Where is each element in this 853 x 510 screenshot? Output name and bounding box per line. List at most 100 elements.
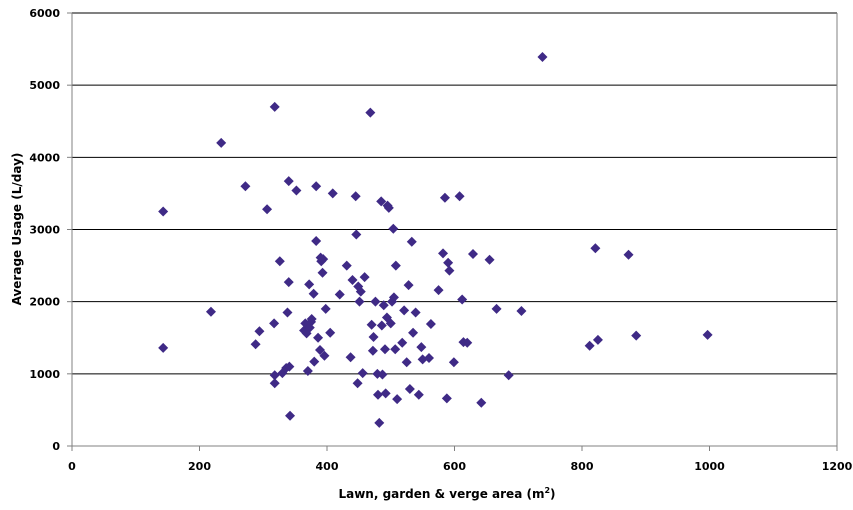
data-point-71: [383, 202, 394, 213]
data-point-24: [302, 365, 313, 376]
x-tick-labels: 0 200 400 600 800 1000 1200: [68, 446, 853, 473]
data-point-62: [374, 417, 385, 428]
data-point-28: [306, 313, 317, 324]
data-point-37: [317, 267, 328, 278]
y-tick-label-0: 0: [52, 440, 60, 453]
data-point-83: [404, 383, 415, 394]
data-point-1: [158, 342, 169, 353]
data-point-39: [319, 350, 330, 361]
x-tick-label-3: 600: [443, 460, 466, 473]
x-tick-label-4: 800: [571, 460, 594, 473]
data-point-79: [397, 337, 408, 348]
data-point-115: [702, 329, 713, 340]
data-point-64: [376, 320, 387, 331]
data-point-75: [388, 292, 399, 303]
x-tick-label-5: 1000: [694, 460, 725, 473]
data-points: [158, 52, 713, 428]
data-point-8: [269, 318, 280, 329]
data-point-15: [282, 307, 293, 318]
data-point-0: [158, 206, 169, 217]
data-point-20: [291, 185, 302, 196]
data-point-9: [269, 101, 280, 112]
data-point-94: [439, 192, 450, 203]
data-point-17: [283, 277, 294, 288]
data-point-95: [441, 393, 452, 404]
data-point-25: [304, 279, 315, 290]
data-point-2: [205, 306, 216, 317]
data-point-90: [424, 352, 434, 363]
data-point-57: [367, 345, 378, 356]
data-point-3: [216, 137, 227, 148]
y-tick-labels: 0 1000 2000 3000 4000 5000 6000: [29, 7, 72, 453]
data-point-87: [413, 389, 424, 400]
data-point-29: [308, 288, 319, 299]
data-point-42: [327, 188, 338, 199]
data-point-65: [377, 369, 388, 380]
data-point-4: [240, 181, 251, 192]
y-tick-label-6: 6000: [29, 7, 60, 20]
data-point-108: [516, 306, 527, 317]
data-point-82: [403, 280, 414, 291]
data-point-91: [425, 319, 436, 330]
data-point-19: [285, 410, 296, 421]
data-point-53: [357, 368, 368, 379]
data-point-96: [443, 257, 454, 268]
x-tick-label-6: 1200: [822, 460, 853, 473]
data-point-76: [390, 344, 401, 355]
data-point-31: [311, 181, 322, 192]
x-axis-title: Lawn, garden & verge area (m2): [338, 486, 555, 501]
y-tick-label-3: 3000: [29, 224, 60, 237]
data-point-92: [433, 285, 444, 296]
data-point-93: [438, 248, 449, 259]
y-tick-label-1: 1000: [29, 368, 60, 381]
data-point-48: [351, 229, 362, 240]
data-point-54: [359, 272, 370, 283]
data-point-45: [345, 352, 356, 363]
x-tick-label-1: 200: [188, 460, 211, 473]
data-point-30: [309, 356, 320, 367]
data-point-85: [408, 327, 419, 338]
data-point-40: [320, 303, 331, 314]
data-point-84: [406, 236, 417, 247]
data-point-34: [314, 345, 325, 356]
data-point-5: [250, 339, 261, 350]
data-point-33: [313, 332, 324, 343]
data-point-110: [584, 340, 595, 351]
data-point-100: [457, 294, 468, 305]
data-point-12: [274, 256, 285, 267]
data-point-11: [269, 370, 280, 381]
data-point-109: [537, 52, 548, 63]
data-point-78: [392, 394, 403, 405]
data-point-98: [448, 357, 459, 368]
y-axis-title: Average Usage (L/day): [10, 153, 24, 306]
data-point-58: [368, 332, 379, 343]
data-point-66: [378, 300, 389, 311]
x-tick-label-2: 400: [316, 460, 339, 473]
data-point-56: [366, 319, 377, 330]
data-point-46: [347, 275, 358, 286]
data-point-107: [503, 370, 514, 381]
data-point-41: [325, 327, 336, 338]
data-point-61: [373, 389, 383, 400]
data-point-103: [467, 249, 478, 260]
gridlines: [72, 12, 838, 446]
y-tick-label-2: 2000: [29, 296, 60, 309]
x-axis-title-close: ): [550, 487, 555, 501]
data-point-67: [380, 344, 391, 355]
data-point-99: [454, 191, 465, 202]
data-point-49: [352, 378, 363, 389]
data-point-104: [476, 397, 487, 408]
data-point-102: [462, 337, 473, 348]
data-point-6: [254, 326, 265, 337]
data-point-7: [262, 204, 273, 215]
x-tick-label-0: 0: [68, 460, 76, 473]
data-point-77: [390, 260, 401, 271]
data-point-80: [399, 305, 410, 316]
data-point-16: [283, 176, 294, 187]
data-point-88: [416, 342, 427, 353]
data-point-47: [350, 191, 361, 202]
data-point-106: [491, 303, 502, 314]
data-point-51: [354, 296, 365, 307]
data-point-97: [444, 265, 455, 276]
